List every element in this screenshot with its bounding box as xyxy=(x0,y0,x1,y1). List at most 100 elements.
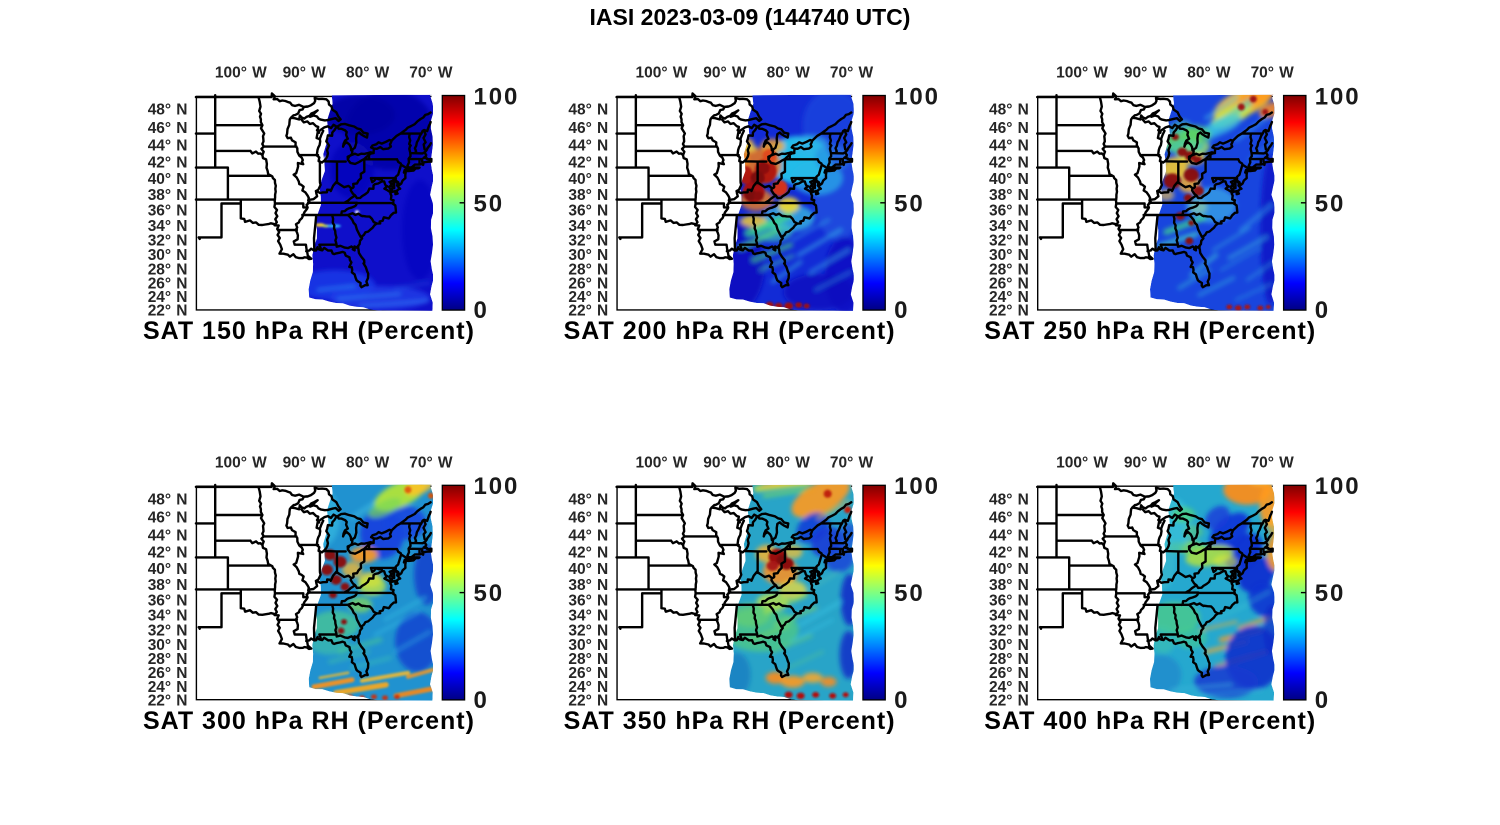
svg-text:46° N: 46° N xyxy=(989,510,1029,527)
svg-text:24° N: 24° N xyxy=(568,679,608,696)
svg-text:44° N: 44° N xyxy=(989,527,1029,544)
svg-text:32° N: 32° N xyxy=(568,233,608,250)
svg-text:0: 0 xyxy=(474,687,489,714)
svg-text:SAT 250 hPa RH (Percent): SAT 250 hPa RH (Percent) xyxy=(984,317,1316,345)
svg-text:0: 0 xyxy=(474,297,489,324)
svg-text:40° N: 40° N xyxy=(148,171,188,188)
svg-text:28° N: 28° N xyxy=(568,261,608,278)
svg-text:SAT 150 hPa RH (Percent): SAT 150 hPa RH (Percent) xyxy=(143,317,475,345)
svg-text:40° N: 40° N xyxy=(148,561,188,578)
svg-text:80° W: 80° W xyxy=(346,454,390,471)
svg-text:50: 50 xyxy=(1315,580,1346,607)
svg-text:0: 0 xyxy=(894,297,909,324)
svg-text:30° N: 30° N xyxy=(989,637,1029,654)
svg-text:100: 100 xyxy=(1315,83,1361,110)
svg-text:42° N: 42° N xyxy=(989,544,1029,561)
svg-text:100: 100 xyxy=(474,473,520,500)
svg-text:70° W: 70° W xyxy=(830,65,874,82)
svg-text:22° N: 22° N xyxy=(989,303,1029,320)
svg-text:70° W: 70° W xyxy=(830,454,874,471)
svg-text:100: 100 xyxy=(474,83,520,110)
svg-text:34° N: 34° N xyxy=(989,608,1029,625)
svg-text:24° N: 24° N xyxy=(148,289,188,306)
svg-text:26° N: 26° N xyxy=(989,275,1029,292)
svg-text:24° N: 24° N xyxy=(989,679,1029,696)
svg-text:34° N: 34° N xyxy=(989,218,1029,235)
svg-text:34° N: 34° N xyxy=(568,218,608,235)
svg-text:42° N: 42° N xyxy=(148,544,188,561)
svg-text:30° N: 30° N xyxy=(989,247,1029,264)
svg-text:36° N: 36° N xyxy=(148,592,188,609)
svg-text:30° N: 30° N xyxy=(568,247,608,264)
svg-text:100° W: 100° W xyxy=(215,454,267,471)
svg-text:36° N: 36° N xyxy=(568,203,608,220)
svg-text:70° W: 70° W xyxy=(409,454,453,471)
svg-text:IASI 2023-03-09 (144740 UTC): IASI 2023-03-09 (144740 UTC) xyxy=(590,4,911,30)
svg-text:80° W: 80° W xyxy=(767,65,811,82)
svg-text:26° N: 26° N xyxy=(148,275,188,292)
svg-text:32° N: 32° N xyxy=(148,622,188,639)
svg-text:100: 100 xyxy=(1315,473,1361,500)
svg-text:28° N: 28° N xyxy=(148,261,188,278)
svg-text:34° N: 34° N xyxy=(148,608,188,625)
svg-text:90° W: 90° W xyxy=(283,65,327,82)
svg-text:SAT 300 hPa RH (Percent): SAT 300 hPa RH (Percent) xyxy=(143,707,475,735)
svg-text:50: 50 xyxy=(894,580,925,607)
svg-text:44° N: 44° N xyxy=(148,138,188,155)
svg-text:44° N: 44° N xyxy=(148,527,188,544)
svg-text:42° N: 42° N xyxy=(568,155,608,172)
svg-text:42° N: 42° N xyxy=(568,544,608,561)
svg-text:46° N: 46° N xyxy=(989,120,1029,137)
svg-text:44° N: 44° N xyxy=(568,138,608,155)
svg-text:50: 50 xyxy=(474,190,505,217)
svg-text:40° N: 40° N xyxy=(989,171,1029,188)
svg-text:36° N: 36° N xyxy=(568,592,608,609)
svg-text:100° W: 100° W xyxy=(636,65,688,82)
svg-text:38° N: 38° N xyxy=(148,187,188,204)
svg-text:38° N: 38° N xyxy=(568,577,608,594)
svg-text:44° N: 44° N xyxy=(568,527,608,544)
svg-text:90° W: 90° W xyxy=(703,454,747,471)
svg-text:70° W: 70° W xyxy=(1251,65,1295,82)
svg-text:90° W: 90° W xyxy=(283,454,327,471)
svg-text:100° W: 100° W xyxy=(1056,65,1108,82)
svg-text:100: 100 xyxy=(894,83,940,110)
svg-text:SAT 200 hPa RH (Percent): SAT 200 hPa RH (Percent) xyxy=(564,317,896,345)
svg-text:80° W: 80° W xyxy=(346,65,390,82)
svg-text:26° N: 26° N xyxy=(568,665,608,682)
svg-text:28° N: 28° N xyxy=(148,651,188,668)
svg-text:40° N: 40° N xyxy=(989,561,1029,578)
svg-text:90° W: 90° W xyxy=(703,65,747,82)
svg-text:SAT 350 hPa RH (Percent): SAT 350 hPa RH (Percent) xyxy=(564,707,896,735)
svg-text:22° N: 22° N xyxy=(568,692,608,709)
svg-text:90° W: 90° W xyxy=(1124,65,1168,82)
svg-text:42° N: 42° N xyxy=(148,155,188,172)
svg-text:26° N: 26° N xyxy=(989,665,1029,682)
svg-text:70° W: 70° W xyxy=(1251,454,1295,471)
svg-text:36° N: 36° N xyxy=(989,203,1029,220)
svg-text:28° N: 28° N xyxy=(568,651,608,668)
svg-text:22° N: 22° N xyxy=(148,692,188,709)
svg-text:46° N: 46° N xyxy=(148,510,188,527)
svg-text:40° N: 40° N xyxy=(568,561,608,578)
svg-text:48° N: 48° N xyxy=(989,492,1029,509)
svg-text:38° N: 38° N xyxy=(568,187,608,204)
svg-text:32° N: 32° N xyxy=(568,622,608,639)
svg-text:0: 0 xyxy=(1315,297,1330,324)
svg-text:46° N: 46° N xyxy=(148,120,188,137)
svg-text:32° N: 32° N xyxy=(989,233,1029,250)
svg-text:100: 100 xyxy=(894,473,940,500)
svg-text:0: 0 xyxy=(894,687,909,714)
svg-text:50: 50 xyxy=(474,580,505,607)
svg-text:38° N: 38° N xyxy=(148,577,188,594)
svg-text:36° N: 36° N xyxy=(989,592,1029,609)
svg-text:40° N: 40° N xyxy=(568,171,608,188)
svg-text:42° N: 42° N xyxy=(989,155,1029,172)
svg-text:34° N: 34° N xyxy=(568,608,608,625)
svg-text:24° N: 24° N xyxy=(989,289,1029,306)
svg-text:48° N: 48° N xyxy=(568,102,608,119)
svg-text:32° N: 32° N xyxy=(148,233,188,250)
svg-text:22° N: 22° N xyxy=(568,303,608,320)
svg-text:44° N: 44° N xyxy=(989,138,1029,155)
svg-text:80° W: 80° W xyxy=(767,454,811,471)
